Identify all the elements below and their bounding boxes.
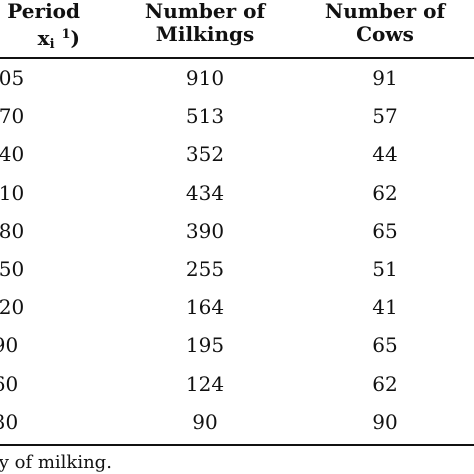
header-milkings-line2: Milkings — [155, 22, 255, 46]
table-row: 120 164 41 — [0, 292, 474, 330]
cell-number-of-cows: 91 — [372, 66, 398, 90]
table-row: -90 195 65 — [0, 330, 474, 368]
header-cows-line1: Number of — [324, 0, 446, 23]
table-row: 305 910 91 — [0, 63, 474, 101]
cell-number-of-cows: 44 — [372, 142, 398, 167]
cell-number-of-cows: 65 — [372, 218, 398, 243]
table-row: 240 352 44 — [0, 139, 474, 177]
cell-number-of-cows: 57 — [372, 104, 398, 129]
header-rule — [0, 57, 474, 59]
cell-milking-period: 305 — [0, 66, 25, 90]
table-row: 210 434 62 — [0, 178, 474, 216]
header-number-of-cows: Number of Cows — [310, 0, 460, 46]
header-period-close-paren: ) — [70, 26, 80, 50]
table-row: -30 90 90 — [0, 407, 474, 445]
cell-milking-period: 240 — [0, 142, 25, 167]
cell-number-of-milkings: 513 — [185, 104, 225, 129]
table-row: 180 390 65 — [0, 216, 474, 254]
cell-number-of-milkings: 195 — [185, 333, 225, 358]
cell-number-of-cows: 65 — [372, 333, 398, 358]
cell-milking-period: 120 — [0, 295, 25, 320]
cell-milking-period: 270 — [0, 104, 25, 129]
table-row: 270 513 57 — [0, 101, 474, 139]
header-period-line1: g Period — [0, 0, 80, 23]
table-header: g Period xi 1) Number of Milkings Number… — [0, 0, 474, 56]
cell-number-of-milkings: 352 — [185, 142, 225, 167]
cell-number-of-milkings: 434 — [185, 180, 225, 205]
cell-number-of-cows: 51 — [372, 256, 398, 281]
cell-number-of-milkings: 124 — [185, 371, 225, 396]
cell-number-of-cows: 41 — [372, 295, 398, 320]
cell-number-of-cows: 62 — [372, 180, 398, 205]
cell-milking-period: -90 — [0, 333, 19, 358]
cell-milking-period: 150 — [0, 256, 25, 281]
table-body: 305 910 91 270 513 57 240 352 44 210 434 62 180 390 65… — [0, 63, 474, 445]
header-milking-period: g Period xi 1) — [0, 0, 80, 56]
cell-number-of-cows: 90 — [372, 409, 398, 434]
cell-milking-period: -30 — [0, 409, 19, 434]
header-number-of-milkings: Number of Milkings — [130, 0, 280, 46]
bottom-rule — [0, 444, 474, 446]
data-table: g Period xi 1) Number of Milkings Number… — [0, 0, 474, 446]
table-row: 150 255 51 — [0, 254, 474, 292]
cell-number-of-milkings: 90 — [192, 409, 218, 434]
cell-milking-period: 180 — [0, 218, 25, 243]
cell-milking-period: 210 — [0, 180, 25, 205]
cell-number-of-milkings: 910 — [185, 66, 225, 90]
header-milkings-line1: Number of — [144, 0, 266, 23]
header-period-subscript: i — [49, 37, 55, 52]
cell-milking-period: -60 — [0, 371, 19, 396]
footnote-text: ay of milking. — [0, 452, 112, 473]
header-period-variable: x — [37, 26, 50, 50]
cell-number-of-milkings: 164 — [185, 295, 225, 320]
cell-number-of-milkings: 390 — [185, 218, 225, 243]
table-row: -60 124 62 — [0, 369, 474, 407]
header-period-superscript: 1 — [61, 27, 71, 42]
cell-number-of-milkings: 255 — [185, 256, 225, 281]
cell-number-of-cows: 62 — [372, 371, 398, 396]
table-footnote: ay of milking. — [0, 452, 474, 473]
header-cows-line2: Cows — [356, 22, 414, 46]
header-period-line2: xi 1) — [0, 23, 80, 56]
